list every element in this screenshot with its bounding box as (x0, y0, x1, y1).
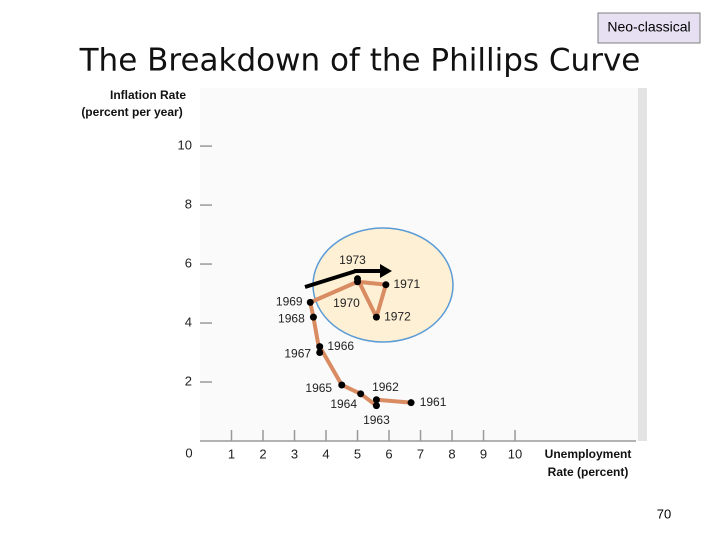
x-tick-label: 5 (354, 446, 361, 461)
y-tick-label: 10 (178, 138, 192, 153)
page-number: 70 (657, 506, 671, 521)
point-label: 1968 (278, 311, 305, 325)
x-axis-title: Unemployment (545, 447, 632, 461)
x-tick-label: 8 (448, 446, 455, 461)
y-axis-title: (percent per year) (81, 105, 182, 119)
title: The Breakdown of the Phillips Curve (79, 43, 641, 79)
point (357, 390, 365, 398)
point (354, 275, 362, 283)
point-label: 1973 (339, 253, 366, 267)
arrow-head (380, 264, 392, 278)
point-label: 1963 (363, 413, 390, 427)
y-tick-label: 0 (185, 445, 192, 460)
tag: Neo-classical (607, 19, 690, 35)
tag-box (597, 12, 701, 44)
x-axis-title: Rate (percent) (548, 465, 629, 479)
x-tick-label: 2 (259, 446, 266, 461)
y-tick-label: 2 (185, 373, 192, 388)
y-tick-label: 4 (185, 314, 192, 329)
plot-edge (638, 88, 647, 441)
x-tick-label: 9 (480, 446, 487, 461)
point (407, 399, 415, 407)
y-tick-label: 6 (185, 255, 192, 270)
point-label: 1972 (384, 309, 411, 323)
arrow (304, 269, 357, 289)
point-label: 1971 (394, 277, 421, 291)
x-tick-label: 7 (417, 446, 424, 461)
y-tick-label: 8 (185, 197, 192, 212)
point (372, 402, 380, 410)
point (316, 343, 324, 351)
point-label: 1966 (327, 339, 354, 353)
x-tick-label: 3 (291, 446, 298, 461)
y-axis-title: Inflation Rate (110, 88, 186, 102)
x-tick-label: 4 (322, 446, 329, 461)
point (382, 281, 390, 289)
point-label: 1965 (305, 381, 332, 395)
point-label: 1962 (372, 380, 399, 394)
point (372, 396, 380, 404)
point-label: 1970 (333, 296, 360, 310)
point (338, 381, 346, 389)
point (372, 313, 380, 321)
point-label: 1964 (330, 397, 357, 411)
point (309, 313, 317, 321)
point-label: 1969 (276, 295, 303, 309)
x-tick-label: 10 (508, 446, 522, 461)
x-tick-label: 6 (385, 446, 392, 461)
point-label: 1967 (284, 347, 311, 361)
point (306, 298, 314, 306)
point-label: 1961 (420, 395, 447, 409)
point (316, 349, 324, 357)
x-tick-label: 1 (228, 446, 235, 461)
